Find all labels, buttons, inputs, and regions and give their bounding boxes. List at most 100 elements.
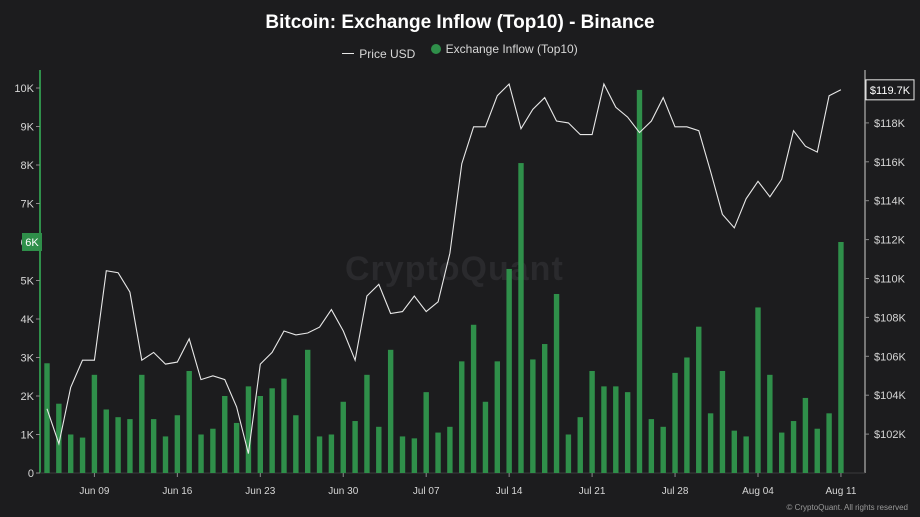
inflow-bar: [245, 386, 252, 473]
inflow-bar: [103, 409, 109, 473]
inflow-bar: [281, 378, 287, 473]
legend-label-price: Price USD: [359, 46, 416, 61]
legend-item-inflow[interactable]: Exchange Inflow (Top10): [430, 42, 578, 56]
left-tick-label: 10K: [14, 83, 34, 95]
x-tick-label: Aug 11: [825, 486, 856, 497]
left-value-marker-label: 6K: [25, 237, 39, 249]
inflow-bar: [482, 401, 489, 473]
inflow-bar: [636, 89, 643, 474]
inflow-bar: [44, 363, 50, 473]
x-tick-label: Jul 07: [413, 486, 440, 497]
inflow-bar: [779, 432, 785, 473]
inflow-bar: [150, 419, 157, 473]
inflow-bar: [577, 417, 583, 473]
left-tick-label: 5K: [21, 276, 35, 288]
left-tick-label: 8K: [21, 160, 35, 172]
legend-item-price[interactable]: Price USD: [342, 47, 415, 61]
inflow-bar: [411, 438, 418, 473]
right-tick-label: $110K: [874, 274, 906, 286]
inflow-bar: [672, 372, 678, 473]
right-tick-label: $112K: [874, 235, 906, 247]
inflow-bar: [494, 361, 500, 473]
right-tick-label: $102K: [874, 429, 906, 441]
inflow-bar: [79, 437, 86, 473]
inflow-bar: [316, 436, 323, 473]
legend-label-inflow: Exchange Inflow (Top10): [445, 42, 578, 56]
right-tick-label: $108K: [874, 312, 906, 324]
x-tick-label: Jul 21: [579, 486, 606, 497]
right-tick-label: $106K: [874, 351, 906, 363]
x-tick-label: Jun 16: [162, 486, 192, 497]
left-tick-label: 7K: [21, 199, 35, 211]
inflow-bar: [127, 419, 133, 473]
inflow-bar: [91, 374, 98, 473]
watermark: CryptoQuant: [345, 250, 564, 288]
left-tick-label: 3K: [21, 353, 35, 365]
copyright-credit: © CryptoQuant. All rights reserved: [786, 503, 909, 512]
inflow-bar: [68, 434, 74, 473]
right-value-marker: [865, 79, 915, 101]
inflow-bar: [814, 428, 820, 473]
inflow-bar: [565, 434, 572, 473]
inflow-bar: [186, 370, 192, 473]
price-line: [46, 82, 842, 454]
inflow-bar: [233, 422, 240, 473]
left-tick-label: 2K: [21, 391, 35, 403]
x-tick-label: Jun 09: [79, 486, 109, 497]
x-tick-label: Jul 28: [662, 486, 689, 497]
inflow-bar: [364, 374, 370, 473]
right-tick-label: $104K: [874, 390, 906, 402]
inflow-bar: [447, 426, 453, 473]
inflow-bar: [198, 434, 204, 473]
inflow-bar: [269, 388, 275, 473]
right-tick-label: $118K: [874, 118, 906, 130]
inflow-bar: [684, 357, 690, 473]
inflow-bar: [518, 163, 524, 473]
left-tick-label: 4K: [21, 314, 35, 326]
inflow-bar: [719, 370, 726, 473]
x-tick-label: Aug 04: [742, 486, 774, 497]
left-tick-label: 9K: [21, 122, 35, 134]
inflow-bar: [613, 386, 619, 473]
chart-title: Bitcoin: Exchange Inflow (Top10) - Binan…: [265, 12, 655, 33]
inflow-bar: [399, 436, 406, 473]
chart-legend: Price USD Exchange Inflow (Top10): [0, 42, 920, 61]
inflow-bar: [707, 413, 714, 473]
inflow-bar: [376, 426, 382, 473]
inflow-bar: [767, 374, 773, 473]
x-tick-label: Jun 30: [328, 486, 358, 497]
inflow-bar: [305, 349, 311, 473]
inflow-bar: [506, 268, 512, 473]
legend-line-swatch: [342, 53, 355, 54]
inflow-bar: [530, 359, 536, 473]
inflow-bar: [553, 293, 560, 473]
inflow-bar: [731, 430, 737, 473]
inflow-bar: [838, 242, 844, 473]
inflow-bar: [352, 421, 358, 473]
inflow-bar: [257, 396, 263, 473]
x-tick-label: Jun 23: [245, 486, 275, 497]
inflow-bar: [56, 403, 62, 473]
x-tick-label: Jul 14: [496, 486, 523, 497]
left-value-marker: [22, 233, 42, 251]
inflow-bar: [435, 432, 441, 473]
inflow-bar: [790, 421, 797, 473]
inflow-bar: [696, 326, 702, 473]
left-tick-label: 0: [28, 468, 34, 480]
inflow-bar: [387, 349, 394, 473]
inflow-bar: [755, 307, 761, 473]
inflow-bar: [826, 413, 832, 473]
inflow-bar: [328, 434, 335, 473]
right-tick-label: $114K: [874, 196, 906, 208]
inflow-bar: [802, 397, 809, 473]
right-tick-label: $116K: [874, 157, 906, 169]
legend-dot-swatch: [430, 44, 441, 54]
inflow-bar: [589, 370, 595, 473]
inflow-bar: [470, 324, 477, 473]
inflow-bar: [624, 392, 631, 473]
inflow-bar: [222, 396, 228, 473]
inflow-bar: [174, 415, 181, 473]
inflow-bar: [542, 344, 548, 473]
inflow-bar: [162, 436, 169, 473]
